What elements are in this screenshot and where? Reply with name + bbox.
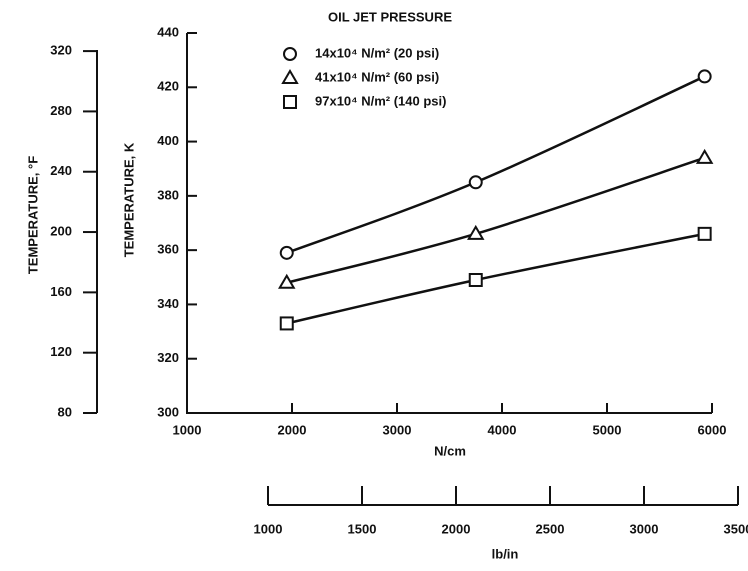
y-tick-label: 420: [157, 79, 179, 94]
y2-axis-label: TEMPERATURE, °F: [25, 156, 40, 274]
y2-tick-label: 80: [58, 404, 72, 419]
legend-title: OIL JET PRESSURE: [328, 9, 452, 24]
data-point: [279, 245, 294, 260]
data-point: [695, 148, 714, 164]
series-line: [286, 156, 706, 284]
x-tick-label: 2000: [278, 422, 307, 437]
x2-tick-label: 3000: [630, 521, 659, 536]
y-tick-label: 380: [157, 187, 179, 202]
legend-marker: [283, 47, 297, 61]
y2-tick-label: 160: [50, 284, 72, 299]
x2-tick-label: 1000: [254, 521, 283, 536]
y2-tick-label: 280: [50, 103, 72, 118]
x-tick-label: 6000: [698, 422, 727, 437]
y2-tick-label: 320: [50, 43, 72, 58]
legend-label: 97x10⁴ N/m² (140 psi): [315, 93, 446, 108]
data-point: [468, 273, 483, 287]
series-line: [286, 232, 705, 325]
y-tick-label: 320: [157, 350, 179, 365]
data-point: [697, 226, 712, 241]
y2-tick-label: 200: [50, 223, 72, 238]
y-axis-label: TEMPERATURE, K: [121, 142, 136, 257]
y-tick-label: 400: [157, 133, 179, 148]
y2-tick-label: 240: [50, 163, 72, 178]
y-tick-label: 340: [157, 296, 179, 311]
x-tick-label: 4000: [488, 422, 517, 437]
legend-marker: [283, 95, 297, 109]
x-tick-label: 5000: [593, 422, 622, 437]
data-point: [468, 175, 483, 190]
y-tick-label: 360: [157, 242, 179, 257]
x2-tick-label: 3500: [724, 521, 748, 536]
data-point: [278, 273, 296, 289]
y2-tick-label: 120: [50, 344, 72, 359]
x-axis-label: N/cm: [434, 443, 466, 458]
legend-label: 14x10⁴ N/m² (20 psi): [315, 45, 439, 60]
data-point: [697, 69, 712, 84]
data-point: [467, 224, 485, 240]
x2-tick-label: 2500: [536, 521, 565, 536]
y-tick-label: 440: [157, 24, 179, 39]
legend-label: 41x10⁴ N/m² (60 psi): [315, 69, 439, 84]
x2-axis-label: lb/in: [492, 546, 519, 561]
x-tick-label: 1000: [173, 422, 202, 437]
data-point: [279, 316, 294, 331]
axis-line: [186, 33, 712, 414]
y-tick-label: 300: [157, 404, 179, 419]
x2-tick-label: 1500: [348, 521, 377, 536]
x-tick-label: 3000: [383, 422, 412, 437]
legend-marker: [281, 69, 299, 84]
x2-tick-label: 2000: [442, 521, 471, 536]
